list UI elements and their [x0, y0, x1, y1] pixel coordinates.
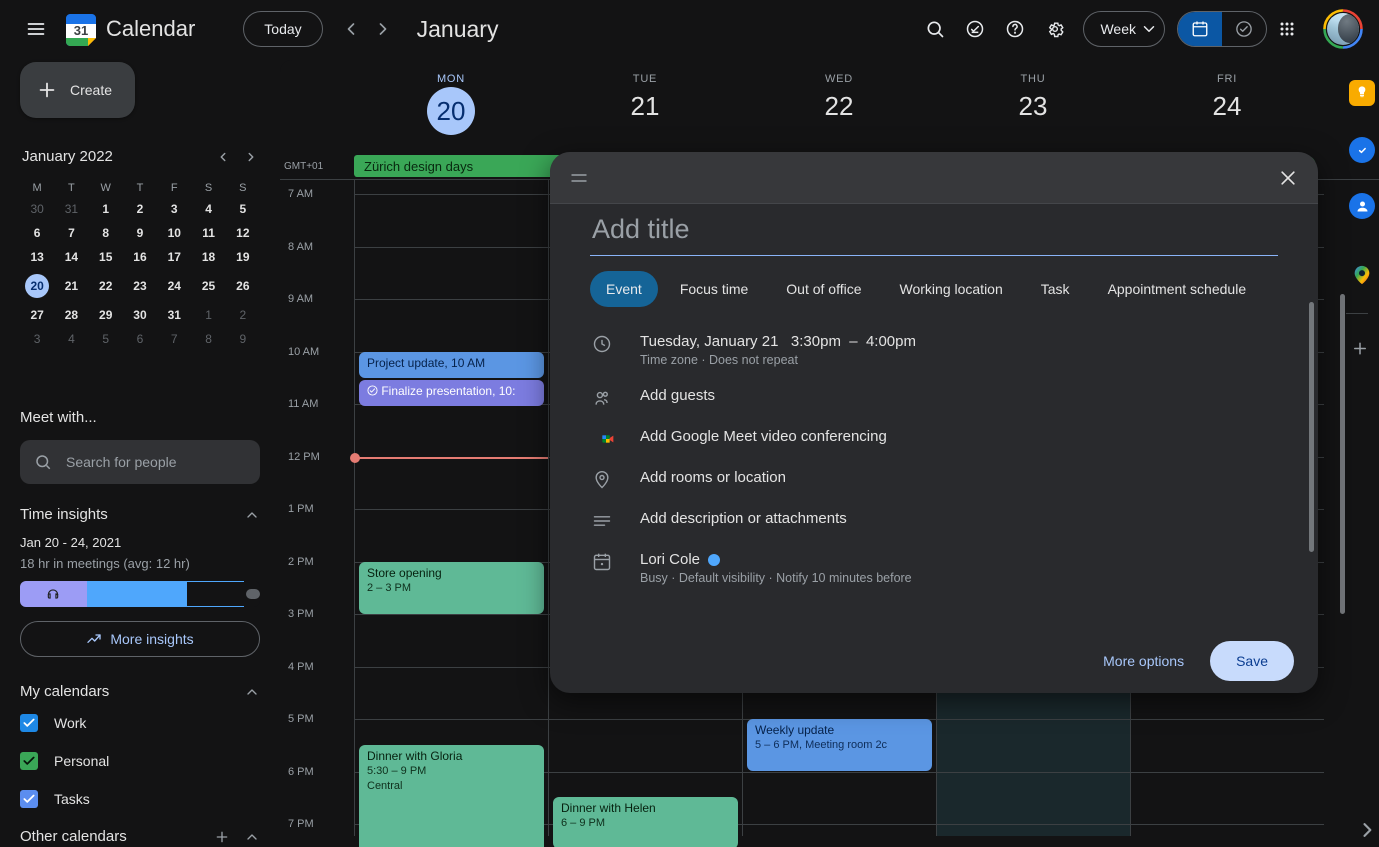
svg-text:31: 31 — [74, 23, 88, 38]
